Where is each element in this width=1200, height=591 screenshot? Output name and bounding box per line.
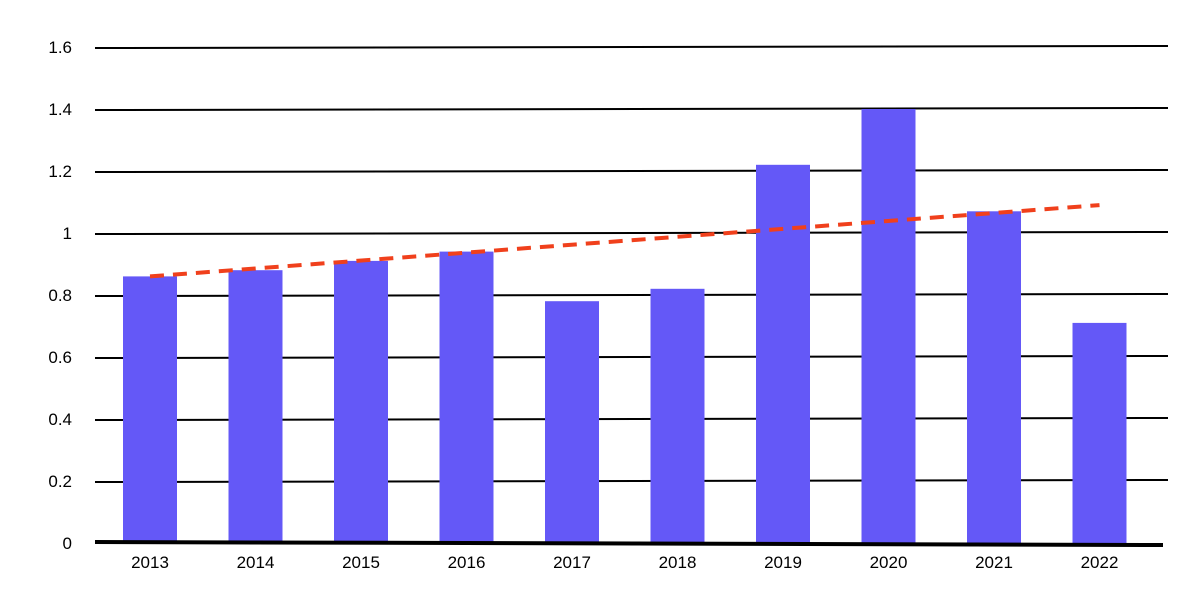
x-tick-label: 2016 [448,553,486,572]
x-tick-label: 2015 [342,553,380,572]
x-tick-label: 2013 [131,553,169,572]
gridline [94,107,1169,111]
bar [123,276,177,543]
bar [861,109,916,543]
bar [439,251,494,543]
y-tick-label: 1.6 [48,38,72,57]
y-tick-label: 0.2 [48,472,72,491]
x-tick-labels: 2013 2014 2015 2016 2017 2018 2019 2020 2021 2022 [131,553,1118,572]
bar [650,288,705,543]
y-tick-label: 1.4 [48,100,72,119]
x-tick-label: 2019 [764,553,802,572]
bar [228,270,283,543]
x-tick-label: 2022 [1081,553,1119,572]
x-tick-label: 2017 [553,553,591,572]
y-tick-label: 0 [63,534,72,553]
bar [967,211,1021,544]
y-tick-labels: 0 0.2 0.4 0.6 0.8 1 1.2 1.4 1.6 [48,38,72,553]
y-tick-label: 0.8 [48,286,72,305]
y-tick-label: 0.6 [48,348,72,367]
y-tick-label: 1.2 [48,162,72,181]
x-tick-label: 2014 [237,553,275,572]
bar [756,164,810,544]
x-axis [94,540,1164,547]
gridline [94,169,1169,173]
bar [545,301,599,543]
x-axis-line [94,540,1164,547]
bar [334,260,388,543]
x-tick-label: 2020 [870,553,908,572]
trendline [149,203,1100,279]
x-tick-label: 2018 [659,553,697,572]
gridline [94,45,1169,49]
bars [123,109,1127,544]
x-tick-label: 2021 [975,553,1013,572]
y-tick-label: 1 [63,224,72,243]
trendline-group [149,203,1100,279]
bar [1072,322,1127,543]
y-tick-label: 0.4 [48,410,72,429]
